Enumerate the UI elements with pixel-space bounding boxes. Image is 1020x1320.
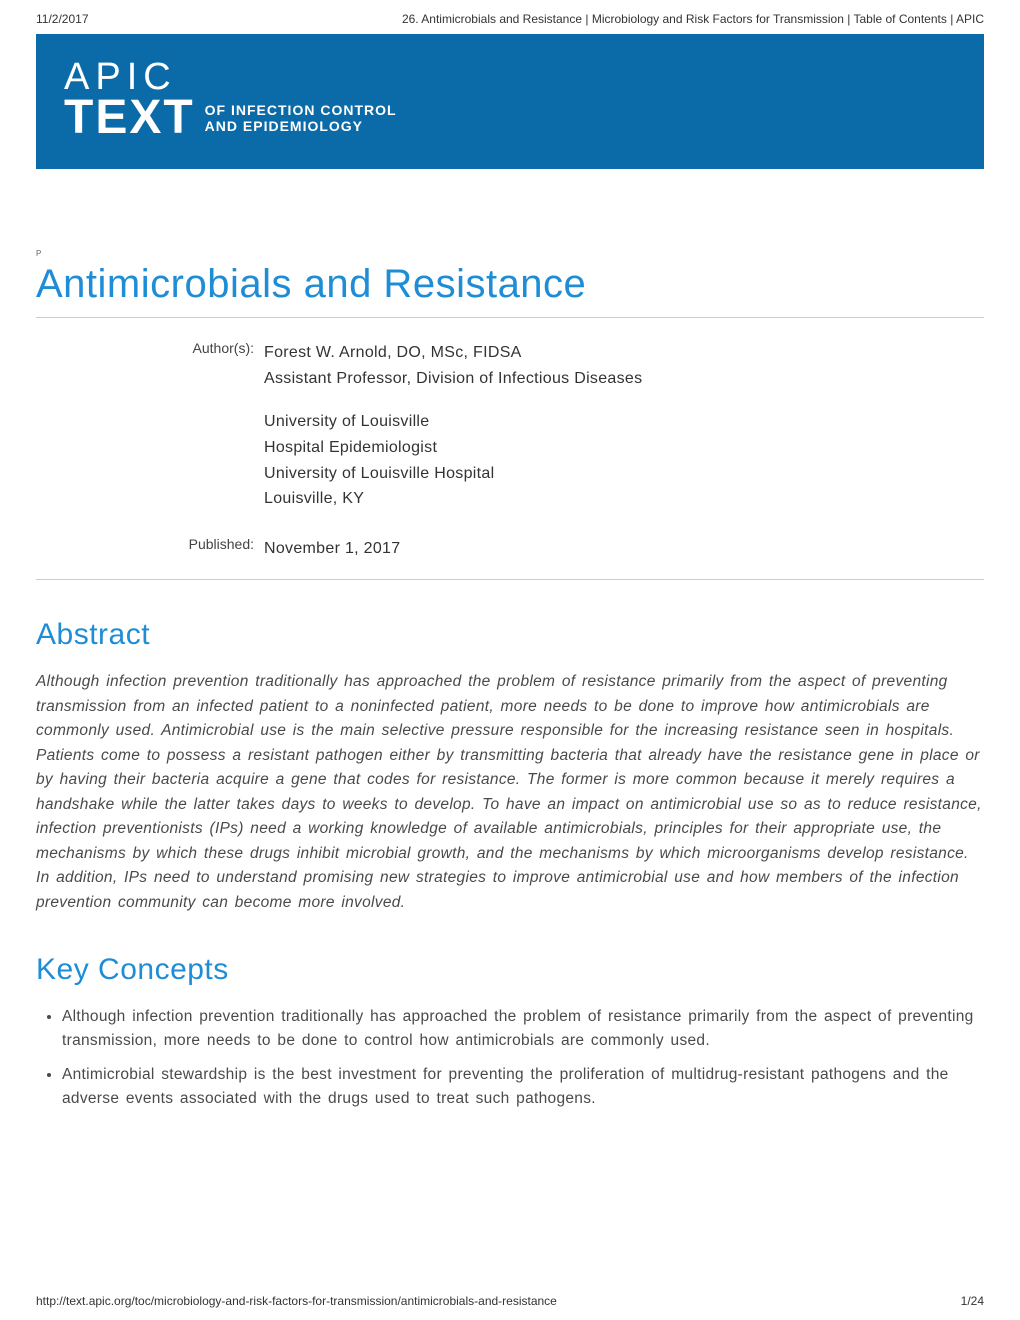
print-title: 26. Antimicrobials and Resistance | Micr… — [402, 12, 984, 26]
affiliation-3: University of Louisville Hospital — [264, 461, 642, 487]
abstract-text: Although infection prevention traditiona… — [36, 670, 984, 915]
metadata-block: Author(s): Forest W. Arnold, DO, MSc, FI… — [36, 340, 984, 561]
logo-main-text: TEXT — [64, 96, 195, 139]
key-concepts-heading: Key Concepts — [36, 953, 984, 987]
affiliation-4: Louisville, KY — [264, 486, 642, 512]
print-footer: http://text.apic.org/toc/microbiology-an… — [36, 1294, 984, 1308]
author-title: Assistant Professor, Division of Infecti… — [264, 366, 642, 392]
meta-rule — [36, 579, 984, 580]
footer-url: http://text.apic.org/toc/microbiology-an… — [36, 1294, 557, 1308]
abstract-heading: Abstract — [36, 618, 984, 652]
logo-subtitle: OF INFECTION CONTROL AND EPIDEMIOLOGY — [205, 102, 397, 140]
author-name: Forest W. Arnold, DO, MSc, FIDSA — [264, 340, 642, 366]
logo: APIC TEXT OF INFECTION CONTROL AND EPIDE… — [64, 58, 956, 139]
logo-sub-line1: OF INFECTION CONTROL — [205, 102, 397, 119]
affiliation-2: Hospital Epidemiologist — [264, 435, 642, 461]
logo-sub-line2: AND EPIDEMIOLOGY — [205, 118, 397, 135]
tiny-mark: P — [36, 249, 984, 258]
key-concepts-list: Although infection prevention traditiona… — [36, 1005, 984, 1111]
title-rule — [36, 317, 984, 318]
page-title: Antimicrobials and Resistance — [36, 262, 984, 307]
author-label: Author(s): — [36, 340, 264, 512]
published-value: November 1, 2017 — [264, 536, 400, 562]
list-item: Although infection prevention traditiona… — [62, 1005, 984, 1053]
footer-page: 1/24 — [961, 1294, 984, 1308]
print-header: 11/2/2017 26. Antimicrobials and Resista… — [0, 0, 1020, 34]
affiliation-1: University of Louisville — [264, 409, 642, 435]
site-banner: APIC TEXT OF INFECTION CONTROL AND EPIDE… — [36, 34, 984, 169]
print-date: 11/2/2017 — [36, 12, 89, 26]
author-value: Forest W. Arnold, DO, MSc, FIDSA Assista… — [264, 340, 642, 512]
main-content: P Antimicrobials and Resistance Author(s… — [0, 249, 1020, 1111]
published-label: Published: — [36, 536, 264, 562]
list-item: Antimicrobial stewardship is the best in… — [62, 1063, 984, 1111]
